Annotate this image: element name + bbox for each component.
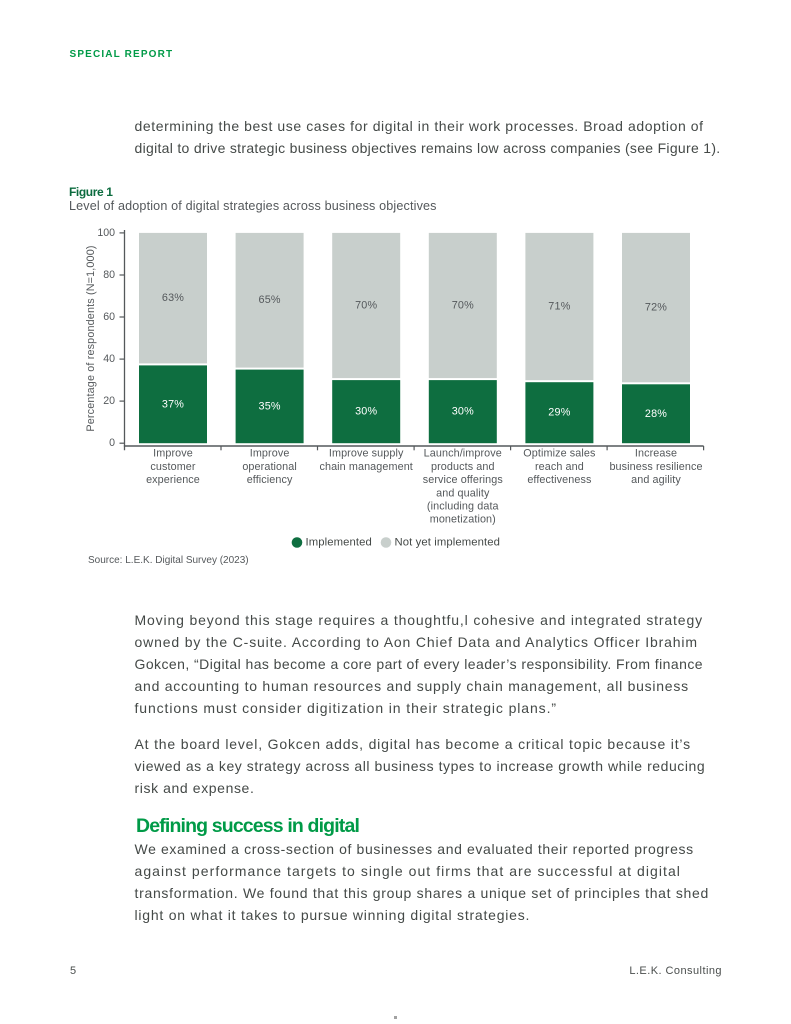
svg-text:experience: experience [146,474,200,486]
svg-text:customer: customer [150,461,196,473]
svg-text:35%: 35% [258,400,280,412]
svg-text:70%: 70% [355,300,377,312]
svg-text:Percentage of respondents (N=1: Percentage of respondents (N=1,000) [85,245,97,431]
svg-text:monetization): monetization) [430,514,496,526]
svg-text:Improve supply: Improve supply [329,448,404,460]
svg-text:Not yet implemented: Not yet implemented [395,537,501,549]
svg-text:effectiveness: effectiveness [527,474,592,486]
svg-text:71%: 71% [548,301,570,313]
svg-text:chain management: chain management [319,461,412,473]
svg-text:20: 20 [103,395,115,407]
svg-text:operational: operational [242,461,297,473]
svg-text:service offerings: service offerings [423,474,504,486]
svg-text:70%: 70% [452,300,474,312]
svg-text:efficiency: efficiency [247,474,293,486]
svg-text:80: 80 [103,269,115,281]
svg-text:business resilience: business resilience [609,461,702,473]
svg-text:products and: products and [431,461,495,473]
svg-text:100: 100 [97,227,115,239]
svg-text:Increase: Increase [635,448,677,460]
svg-text:30%: 30% [452,406,474,418]
svg-text:72%: 72% [645,302,667,314]
svg-text:60: 60 [103,311,115,323]
svg-text:Implemented: Implemented [306,537,372,549]
svg-text:37%: 37% [162,398,184,410]
svg-text:30%: 30% [355,406,377,418]
svg-text:Optimize sales: Optimize sales [523,448,596,460]
svg-text:Launch/improve: Launch/improve [424,448,502,460]
svg-text:reach and: reach and [535,461,584,473]
svg-text:28%: 28% [645,408,667,420]
svg-text:65%: 65% [258,294,280,306]
svg-text:(including data: (including data [427,501,499,513]
svg-text:and agility: and agility [631,474,681,486]
svg-text:and quality: and quality [436,487,490,499]
svg-text:63%: 63% [162,292,184,304]
svg-text:40: 40 [103,353,115,365]
svg-text:29%: 29% [548,407,570,419]
svg-text:Improve: Improve [153,448,193,460]
svg-text:Improve: Improve [250,448,290,460]
svg-text:0: 0 [109,437,115,449]
